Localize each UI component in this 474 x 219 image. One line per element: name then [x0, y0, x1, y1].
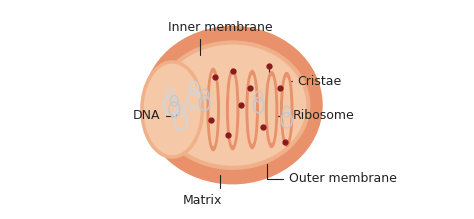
Ellipse shape: [265, 72, 278, 147]
Text: Ribosome: Ribosome: [269, 69, 355, 122]
Ellipse shape: [210, 73, 217, 146]
Ellipse shape: [246, 71, 258, 148]
Ellipse shape: [157, 42, 309, 168]
Ellipse shape: [248, 75, 256, 144]
Text: Matrix: Matrix: [182, 175, 222, 207]
Text: Outer membrane: Outer membrane: [267, 164, 397, 185]
Ellipse shape: [207, 68, 219, 151]
Ellipse shape: [283, 77, 291, 142]
Text: DNA: DNA: [133, 110, 176, 122]
Ellipse shape: [229, 74, 237, 145]
Ellipse shape: [142, 62, 202, 157]
Text: Cristae: Cristae: [284, 75, 342, 139]
Text: Inner membrane: Inner membrane: [168, 21, 273, 55]
Ellipse shape: [268, 76, 275, 143]
Ellipse shape: [227, 69, 238, 150]
Ellipse shape: [144, 27, 321, 183]
Ellipse shape: [281, 73, 292, 146]
